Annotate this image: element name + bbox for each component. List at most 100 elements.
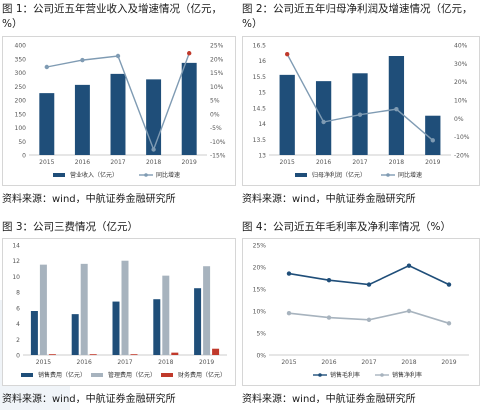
left-axis-tick-label: 13.5 bbox=[253, 137, 267, 144]
growth-point-2017 bbox=[115, 53, 121, 59]
combo-x-tick-label: 2018 bbox=[146, 159, 161, 166]
y-axis-tick-label: 5% bbox=[256, 331, 266, 338]
margin-point-1-2018 bbox=[406, 308, 412, 314]
margin-series-0-legend-marker bbox=[318, 373, 322, 377]
margin-x-tick-label: 2018 bbox=[401, 359, 416, 366]
bar-series-legend-label: 营业收入（亿元） bbox=[70, 171, 118, 179]
chart-1-title: 图 1：公司近五年营业收入及增速情况（亿元，%） bbox=[2, 3, 223, 30]
bar-0-2017 bbox=[112, 301, 120, 355]
bar-series-legend-label: 归母净利润（亿元） bbox=[312, 171, 366, 179]
margin-point-1-2017 bbox=[366, 317, 372, 322]
fee-x-tick-label: 2017 bbox=[117, 359, 132, 366]
margin-x-tick-label: 2015 bbox=[281, 359, 296, 366]
right-axis-tick-label: -10% bbox=[210, 139, 226, 146]
left-axis-tick-label: 150 bbox=[15, 111, 27, 118]
combo-x-tick-label: 2016 bbox=[316, 159, 331, 166]
y-axis-tick-label: 4 bbox=[16, 321, 20, 328]
chart-3-svg: 0 2 4 6 8 10 12 14 2015 2016 2017 2018 2019 销售费用（亿元） 管… bbox=[12, 243, 227, 379]
bar-2017 bbox=[110, 73, 126, 155]
fee-x-tick-label: 2019 bbox=[199, 359, 214, 366]
margin-point-1-2015 bbox=[286, 311, 292, 316]
bar-1-2015 bbox=[39, 264, 47, 355]
right-axis-tick-label: -10% bbox=[454, 134, 470, 141]
bar-2019 bbox=[425, 115, 441, 155]
y-axis-tick-label: 2 bbox=[16, 337, 20, 344]
margin-point-0-2018 bbox=[406, 263, 412, 268]
growth-point-2016 bbox=[321, 119, 326, 125]
y-axis-tick-label: 15% bbox=[253, 287, 267, 294]
bar-series-legend-swatch bbox=[295, 173, 307, 177]
chart-1-source: 资料来源：wind，中航证券金融研究所 bbox=[2, 194, 176, 205]
right-axis-tick-label: 40% bbox=[454, 43, 468, 50]
y-axis-tick-label: 20% bbox=[253, 265, 267, 272]
fee-x-tick-label: 2018 bbox=[158, 359, 173, 366]
growth-point-2019 bbox=[430, 138, 435, 143]
chart-1-frame: 0 50 100 150 200 250 300 350 400 -15% -10% -5% 0% 5% 1… bbox=[2, 36, 236, 186]
left-axis-tick-label: 16 bbox=[258, 58, 266, 65]
margin-point-1-2019 bbox=[446, 321, 452, 326]
right-axis-tick-label: 0% bbox=[210, 111, 220, 118]
left-axis-tick-label: 0 bbox=[22, 153, 26, 160]
bar-2-2017 bbox=[130, 354, 138, 356]
margin-point-0-2016 bbox=[326, 278, 332, 283]
margin-point-1-2016 bbox=[326, 315, 332, 320]
bar-2016 bbox=[74, 84, 90, 155]
margin-series-1-legend-label: 销售净利率 bbox=[392, 371, 422, 379]
left-axis-tick-label: 13 bbox=[258, 153, 266, 160]
bar-2019 bbox=[181, 62, 197, 155]
bar-1-2018 bbox=[162, 275, 170, 355]
margin-line-0 bbox=[288, 264, 450, 286]
bar-2-2016 bbox=[89, 354, 97, 356]
fee-series-0-legend-label: 销售费用（亿元） bbox=[38, 371, 86, 379]
left-axis-tick-label: 250 bbox=[15, 84, 27, 91]
margin-x-tick-label: 2017 bbox=[361, 359, 376, 366]
growth-point-2017 bbox=[357, 112, 363, 117]
combo-x-tick-label: 2019 bbox=[425, 159, 440, 166]
growth-series-legend-marker bbox=[144, 173, 148, 177]
bar-0-2018 bbox=[153, 299, 161, 355]
combo-x-tick-label: 2015 bbox=[39, 159, 54, 166]
y-axis-tick-label: 25% bbox=[253, 243, 267, 250]
right-axis-tick-label: 10% bbox=[454, 98, 468, 105]
margin-series-0-legend-label: 销售毛利率 bbox=[330, 371, 360, 379]
growth-point-2019 bbox=[187, 51, 192, 56]
bar-2018 bbox=[388, 56, 405, 155]
margin-series-1-legend-marker bbox=[380, 373, 384, 377]
chart-3-title: 图 3：公司三费情况（亿元） bbox=[2, 221, 139, 233]
chart-2-source: 资料来源：wind，中航证券金融研究所 bbox=[242, 194, 416, 205]
right-axis-tick-label: 5% bbox=[210, 98, 220, 105]
growth-series-legend-marker bbox=[386, 173, 390, 177]
margin-point-0-2019 bbox=[446, 282, 452, 287]
left-axis-tick-label: 300 bbox=[15, 70, 27, 77]
right-axis-tick-label: -20% bbox=[454, 153, 470, 160]
bar-2-2019 bbox=[212, 348, 220, 355]
bar-2016 bbox=[315, 81, 332, 155]
combo-x-tick-label: 2018 bbox=[389, 159, 404, 166]
bar-2-2018 bbox=[171, 352, 179, 355]
left-axis-tick-label: 15.5 bbox=[253, 74, 267, 81]
y-axis-tick-label: 14 bbox=[12, 243, 20, 250]
bar-2-2015 bbox=[48, 354, 56, 356]
bar-1-2019 bbox=[203, 266, 211, 355]
chart-3-frame: 0 2 4 6 8 10 12 14 2015 2016 2017 2018 2019 销售费用（亿元） 管… bbox=[2, 238, 236, 386]
left-axis-tick-label: 16.5 bbox=[253, 43, 267, 50]
right-axis-tick-label: 10% bbox=[210, 84, 224, 91]
right-axis-tick-label: -5% bbox=[210, 125, 222, 132]
margin-point-0-2017 bbox=[366, 282, 372, 287]
growth-series-legend-label: 同比增速 bbox=[398, 171, 422, 179]
chart-3-source: 资料来源：wind，中航证券金融研究所 bbox=[2, 394, 176, 405]
fee-series-2-legend-swatch bbox=[161, 373, 173, 377]
right-axis-tick-label: -15% bbox=[210, 153, 226, 160]
growth-point-2018 bbox=[394, 106, 399, 112]
growth-series-legend-label: 同比增速 bbox=[156, 171, 180, 179]
margin-point-0-2015 bbox=[286, 271, 292, 276]
combo-x-tick-label: 2015 bbox=[280, 159, 295, 166]
growth-point-2015 bbox=[44, 64, 49, 70]
combo-x-tick-label: 2017 bbox=[110, 159, 125, 166]
chart-2-svg: 13 13.5 14 14.5 15 15.5 16 16.5 -20% -10% 0% 10% 20%… bbox=[253, 43, 470, 180]
right-axis-tick-label: 0% bbox=[454, 116, 464, 123]
y-axis-tick-label: 12 bbox=[12, 258, 20, 265]
margin-x-tick-label: 2019 bbox=[441, 359, 456, 366]
combo-x-tick-label: 2017 bbox=[352, 159, 367, 166]
y-axis-tick-label: 8 bbox=[16, 290, 20, 297]
